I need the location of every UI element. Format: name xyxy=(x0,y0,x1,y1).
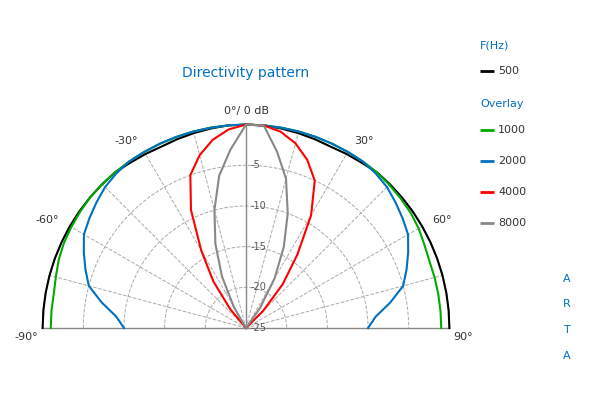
Text: A: A xyxy=(563,351,571,361)
Text: -30°: -30° xyxy=(115,136,138,146)
Text: 90°: 90° xyxy=(454,332,473,342)
Text: F(Hz): F(Hz) xyxy=(480,40,509,50)
Text: -60°: -60° xyxy=(36,215,59,225)
Text: 30°: 30° xyxy=(354,136,373,146)
Text: -5: -5 xyxy=(250,160,260,170)
Text: A: A xyxy=(563,274,571,284)
Text: 60°: 60° xyxy=(433,215,452,225)
Text: 500: 500 xyxy=(498,66,519,76)
Text: 4000: 4000 xyxy=(498,187,526,197)
Text: 8000: 8000 xyxy=(498,218,526,228)
Text: -90°: -90° xyxy=(15,332,38,342)
Text: 0°/ 0 dB: 0°/ 0 dB xyxy=(224,106,269,116)
Text: 2000: 2000 xyxy=(498,156,526,166)
Text: -10: -10 xyxy=(250,201,266,211)
Text: R: R xyxy=(563,299,571,309)
Text: -15: -15 xyxy=(250,242,266,252)
Text: 1000: 1000 xyxy=(498,125,526,135)
Text: Overlay: Overlay xyxy=(480,99,523,109)
Text: -20: -20 xyxy=(250,282,266,292)
Text: -25: -25 xyxy=(250,323,266,333)
Text: T: T xyxy=(563,325,571,335)
Text: Directivity pattern: Directivity pattern xyxy=(182,66,310,80)
